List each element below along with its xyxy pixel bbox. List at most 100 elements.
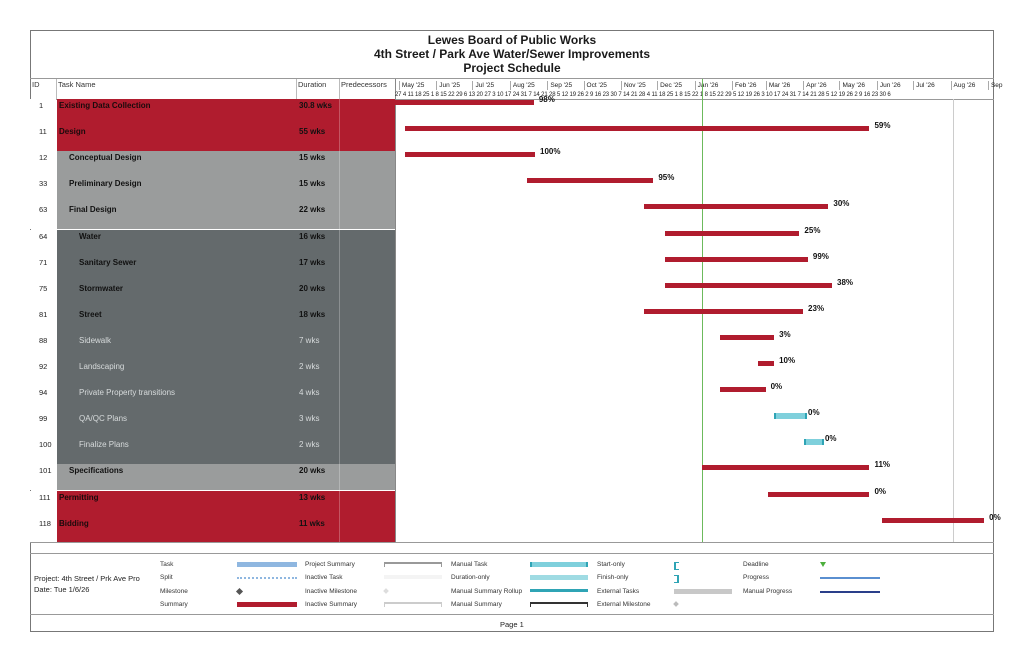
task-row[interactable]: 92 Landscaping 2 wks <box>30 360 395 386</box>
task-row[interactable]: 111 Permitting 13 wks <box>30 490 395 517</box>
task-row[interactable]: 88 Sidewalk 7 wks <box>30 333 395 360</box>
task-row[interactable]: 71 Sanitary Sewer 17 wks <box>30 255 395 282</box>
task-row[interactable]: 11 Design 55 wks <box>30 125 395 152</box>
footer-rule <box>30 614 994 615</box>
column-header-id[interactable]: ID <box>32 80 40 89</box>
legend-split-symbol <box>237 577 297 579</box>
task-id: 100 <box>30 438 56 465</box>
task-row[interactable]: 63 Final Design 22 wks <box>30 203 395 230</box>
task-id: 11 <box>30 125 56 152</box>
task-id: 63 <box>30 203 56 230</box>
gantt-bar[interactable] <box>758 361 775 366</box>
legend-label: Manual Progress <box>743 588 793 595</box>
legend-label: External Milestone <box>597 601 651 608</box>
task-id: 12 <box>30 151 56 178</box>
timescale-month: Sep '25 <box>550 82 573 89</box>
task-id: 75 <box>30 281 56 308</box>
footer-project: Project: 4th Street / Prk Ave Pro <box>34 574 140 583</box>
timescale-month: May '26 <box>842 82 866 89</box>
column-header-task-name[interactable]: Task Name <box>58 80 96 89</box>
task-name: QA/QC Plans <box>57 412 296 439</box>
legend-inactive-task-symbol <box>384 575 442 579</box>
legend-label: Inactive Milestone <box>305 588 358 595</box>
task-predecessors <box>339 333 395 360</box>
task-row[interactable]: 1 Existing Data Collection 30.8 wks <box>30 99 395 125</box>
task-row[interactable]: 64 Water 16 wks <box>30 229 395 256</box>
task-duration: 22 wks <box>296 203 339 230</box>
task-row[interactable]: 101 Specifications 20 wks <box>30 464 395 491</box>
gantt-bar[interactable] <box>526 178 654 184</box>
percent-complete-label: 3% <box>779 329 791 339</box>
percent-complete-label: 23% <box>808 303 825 313</box>
legend-summary-symbol <box>237 602 297 607</box>
task-duration: 30.8 wks <box>296 99 339 125</box>
schedule-title: Lewes Board of Public Works 4th Street /… <box>30 33 994 75</box>
task-duration: 13 wks <box>296 490 339 517</box>
gantt-bar[interactable] <box>404 126 870 132</box>
task-name: Finalize Plans <box>57 438 296 465</box>
column-header-duration[interactable]: Duration <box>298 80 327 89</box>
task-row[interactable]: 75 Stormwater 20 wks <box>30 281 395 308</box>
task-row[interactable]: 33 Preliminary Design 15 wks <box>30 177 395 204</box>
task-name: Stormwater <box>57 281 296 308</box>
timescale-month-tick <box>472 81 474 90</box>
legend-inner-rule <box>30 553 994 554</box>
timescale-month-tick <box>620 81 622 90</box>
column-header-predecessors[interactable]: Predecessors <box>341 80 387 89</box>
percent-complete-label: 59% <box>874 121 891 131</box>
gantt-bar[interactable] <box>643 204 829 210</box>
task-id: 94 <box>30 386 56 413</box>
timescale-month-tick <box>950 81 952 90</box>
task-row[interactable]: 100 Finalize Plans 2 wks <box>30 438 395 465</box>
gantt-bar[interactable] <box>804 439 824 446</box>
legend-label: Inactive Task <box>305 574 343 581</box>
timescale-month: Dec '25 <box>660 82 683 89</box>
task-name: Final Design <box>57 203 296 230</box>
task-row[interactable]: 94 Private Property transitions 4 wks <box>30 386 395 413</box>
legend-manual-summary-rollup-symbol <box>530 589 588 592</box>
gantt-bar[interactable] <box>404 152 536 158</box>
task-name: Sanitary Sewer <box>57 255 296 282</box>
task-name: Conceptual Design <box>57 151 296 178</box>
task-row[interactable]: 99 QA/QC Plans 3 wks <box>30 412 395 439</box>
column-divider <box>56 79 57 99</box>
task-row[interactable]: 118 Bidding 11 wks <box>30 516 395 543</box>
task-predecessors <box>339 125 395 152</box>
gantt-bar[interactable] <box>665 256 808 262</box>
timescale-month-tick <box>913 81 915 90</box>
task-predecessors <box>339 177 395 204</box>
gantt-bar[interactable] <box>395 100 534 105</box>
legend-label: Split <box>160 574 173 581</box>
task-row[interactable]: 81 Street 18 wks <box>30 307 395 334</box>
timescale-month-tick <box>987 81 989 90</box>
gantt-bar[interactable] <box>665 282 833 288</box>
gantt-bar[interactable] <box>665 230 800 236</box>
legend-label: Project Summary <box>305 561 355 568</box>
gantt-bar[interactable] <box>719 334 775 340</box>
task-predecessors <box>339 307 395 334</box>
percent-complete-label: 30% <box>833 199 850 209</box>
task-row[interactable]: 12 Conceptual Design 15 wks <box>30 151 395 178</box>
gantt-bar[interactable] <box>701 465 870 471</box>
legend-manual-summary-symbol <box>530 602 588 607</box>
gantt-bar[interactable] <box>768 491 870 497</box>
task-duration: 18 wks <box>296 307 339 334</box>
legend-label: External Tasks <box>597 588 640 595</box>
timescale-month-tick <box>509 81 511 90</box>
gantt-bar[interactable] <box>719 387 766 393</box>
gantt-bar[interactable] <box>774 413 808 420</box>
task-name: Design <box>57 125 296 152</box>
legend-inactive-summary-symbol <box>384 602 442 607</box>
task-predecessors <box>339 412 395 439</box>
legend-label: Deadline <box>743 561 769 568</box>
task-id: 118 <box>30 516 56 543</box>
page-number: Page 1 <box>500 620 524 629</box>
gantt-bar[interactable] <box>881 517 985 523</box>
timescale-month: Jun '26 <box>879 82 901 89</box>
task-id: 99 <box>30 412 56 439</box>
task-duration: 2 wks <box>296 360 339 386</box>
gantt-bar[interactable] <box>643 308 804 314</box>
legend-label: Manual Summary <box>451 601 502 608</box>
percent-complete-label: 0% <box>874 486 886 496</box>
task-predecessors <box>339 516 395 543</box>
